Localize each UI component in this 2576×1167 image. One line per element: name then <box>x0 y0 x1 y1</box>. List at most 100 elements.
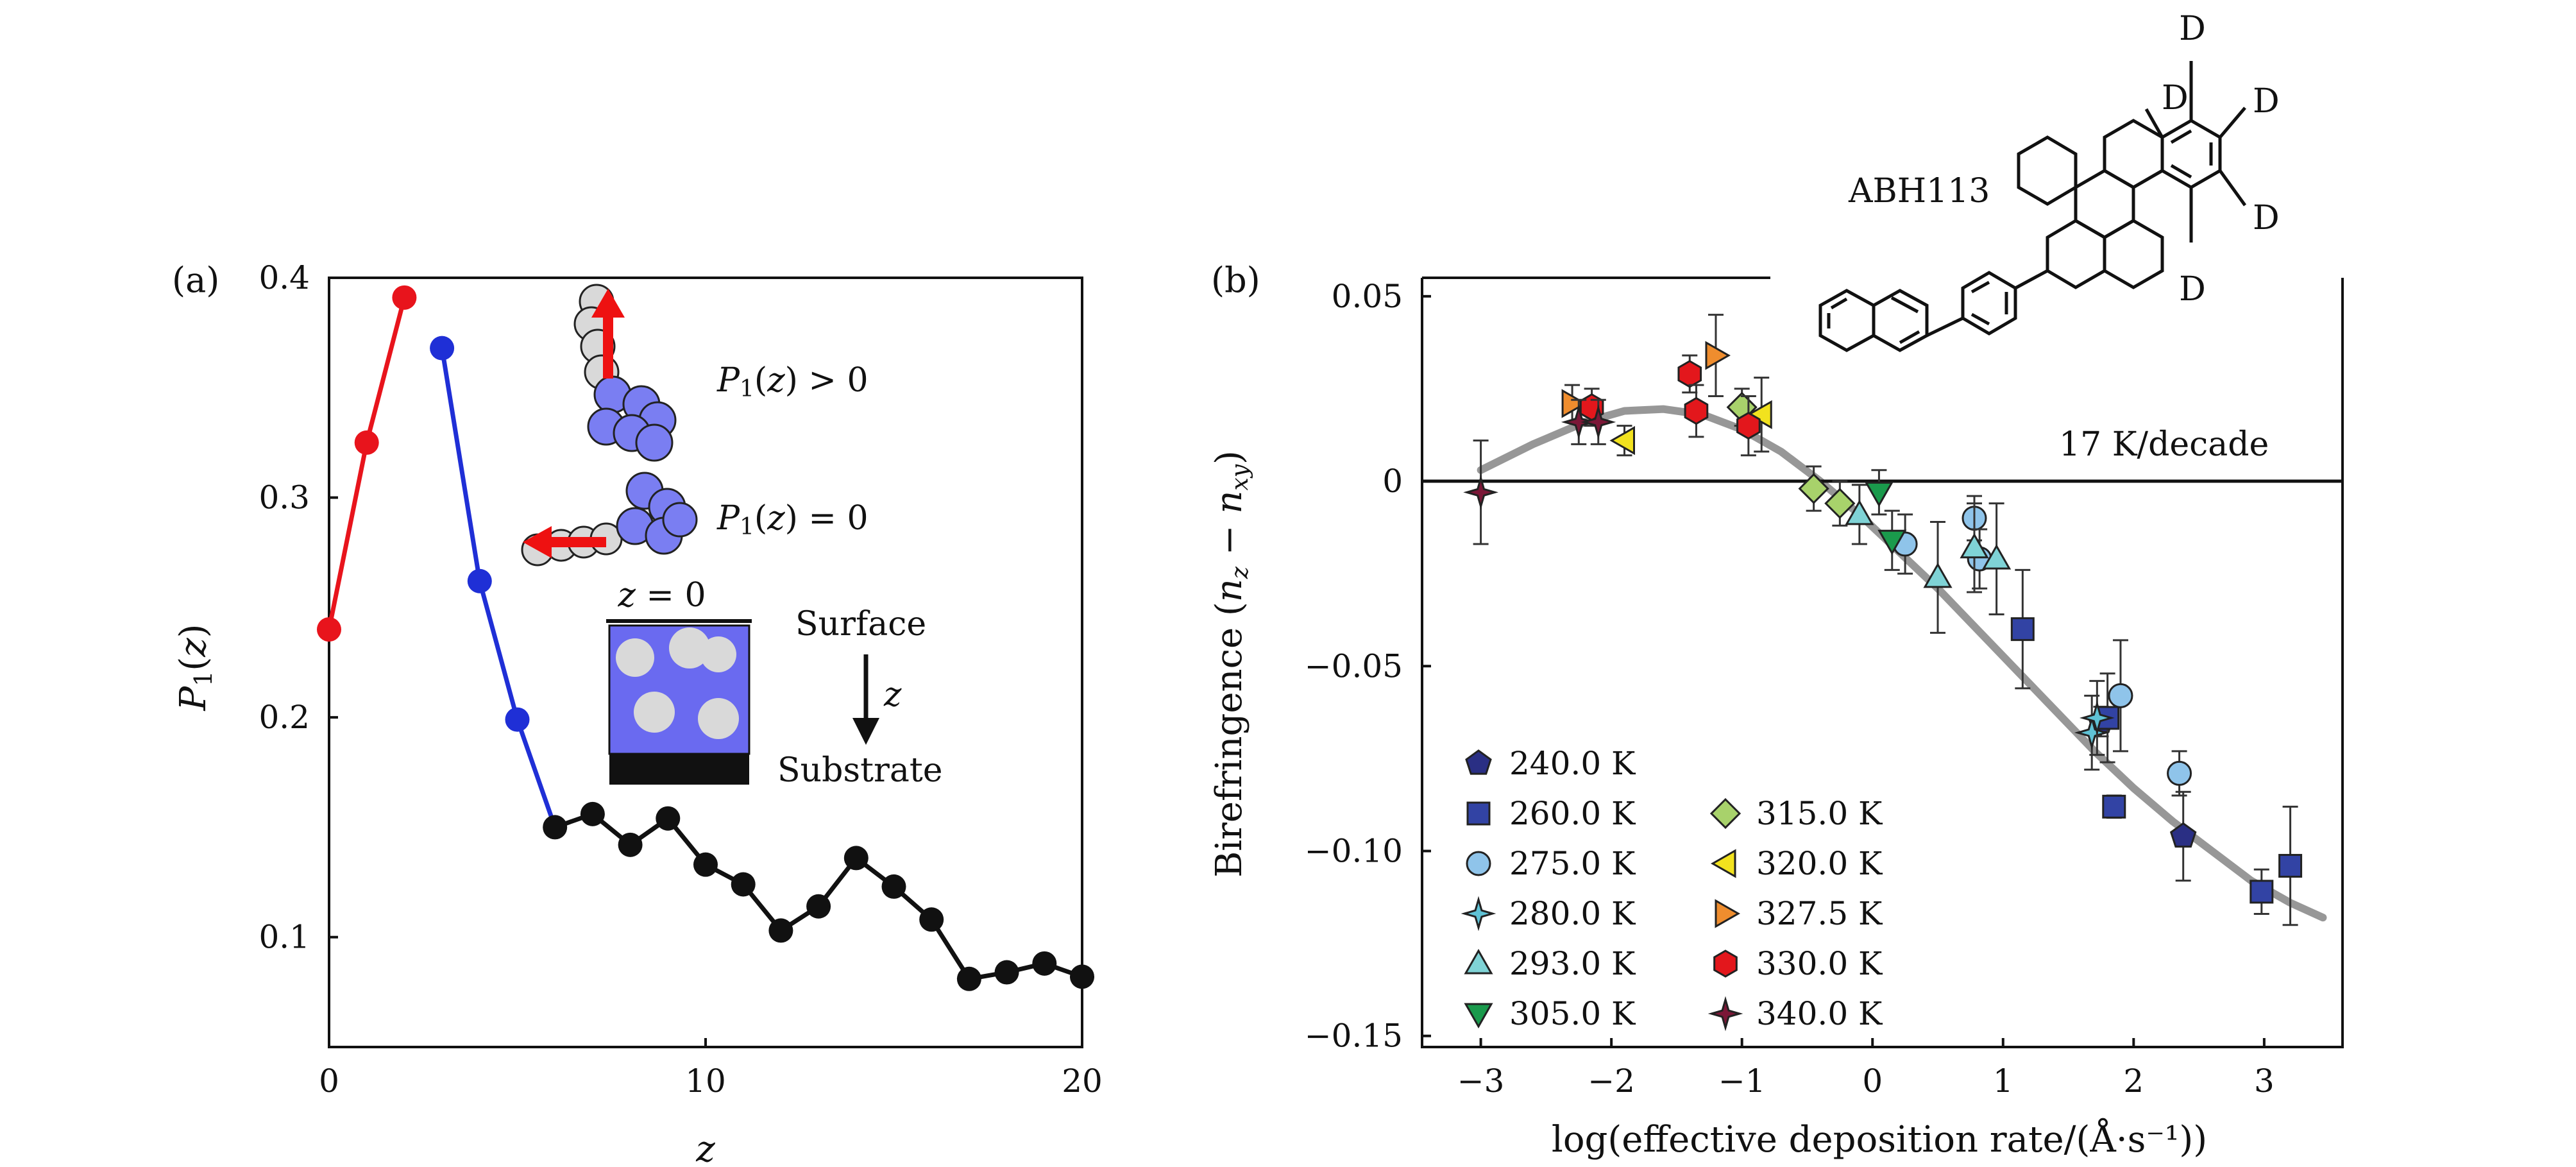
legend-label: 275.0 K <box>1509 845 1636 882</box>
annotation-p-positive: P1(z) > 0 <box>716 361 869 402</box>
b-ytick-label: 0.05 <box>1332 278 1403 315</box>
b-xtick-label: 0 <box>1862 1062 1883 1100</box>
legend-label: 315.0 K <box>1756 795 1883 832</box>
a-point-black <box>1070 964 1094 989</box>
panel-b-legend: 240.0 K 260.0 K 275.0 K 280.0 K 293.0 K 305.0… <box>1461 745 1883 1032</box>
point-340-0-K <box>1561 404 1597 440</box>
panel-a-ylabel: P1(z) <box>173 624 217 711</box>
deuterium-label-1: D <box>2162 79 2189 117</box>
point-330-0-K <box>1677 360 1702 388</box>
point-340-0-K <box>1580 404 1616 440</box>
deuterium-label-5: D <box>2179 270 2206 309</box>
a-point-black <box>731 872 756 897</box>
legend-label: 340.0 K <box>1756 995 1883 1032</box>
point-293-0-K <box>1982 544 2012 570</box>
legend-marker-260-0-K <box>1466 801 1491 826</box>
b-ytick-label: −0.15 <box>1305 1018 1403 1055</box>
b-ytick-label: 0 <box>1382 463 1403 500</box>
legend-marker-305-0-K <box>1464 1003 1493 1029</box>
point-305-0-K <box>1864 481 1894 507</box>
inset-film-schematic: z = 0 <box>606 576 752 785</box>
a-ytick-label: 0.2 <box>258 699 310 736</box>
point-275-0-K <box>2167 760 2192 786</box>
panel-a-label: (a) <box>172 260 219 300</box>
a-point-black <box>768 918 793 943</box>
b-xtick-label: −1 <box>1718 1062 1766 1100</box>
panel-b-xlabel: log(effective deposition rate/(Å·s⁻¹)) <box>1552 1118 2207 1161</box>
inset-molecule-upright <box>573 284 677 462</box>
b-xtick-label: −2 <box>1588 1062 1635 1100</box>
point-315-0-K <box>1798 473 1829 504</box>
deuterium-label-3: D <box>2253 82 2280 121</box>
panel-a: (a) 0 10 20 0.1 0.2 0.3 0.4 z P1(z) P1(z) > 0 <box>172 259 1103 1167</box>
point-293-0-K <box>1923 562 1953 588</box>
deuterium-label-2: D <box>2179 10 2206 48</box>
legend-label: 260.0 K <box>1509 795 1636 832</box>
legend-label: 240.0 K <box>1509 745 1636 782</box>
panel-b-ylabel: Birefringence (nz − nxy) <box>1208 450 1253 878</box>
a-point-black <box>543 815 568 840</box>
inset-molecule-flat <box>521 472 698 566</box>
b-ytick-label: −0.10 <box>1305 832 1403 869</box>
point-293-0-K <box>1845 499 1874 525</box>
a-point-blue <box>505 707 530 732</box>
a-point-black <box>919 907 944 932</box>
panel-b-label: (b) <box>1211 260 1260 300</box>
a-point-black <box>843 846 869 871</box>
legend-marker-320-0-K <box>1710 849 1736 878</box>
panel-a-xlabel: z <box>695 1129 715 1167</box>
legend-marker-240-0-K <box>1465 749 1492 775</box>
annotation-p-zero: P1(z) = 0 <box>716 499 869 540</box>
legend-marker-327-5-K <box>1715 899 1741 928</box>
point-327-5-K <box>1705 341 1731 370</box>
point-275-0-K <box>2108 683 2133 708</box>
b-ytick-label: −0.05 <box>1305 647 1403 685</box>
point-315-0-K <box>1824 488 1856 519</box>
b-xtick-label: −3 <box>1457 1062 1505 1100</box>
annotation-surface: Surface <box>795 605 926 643</box>
a-ytick-label: 0.4 <box>258 259 310 296</box>
a-xtick-label: 20 <box>1062 1062 1103 1100</box>
legend-marker-275-0-K <box>1466 851 1491 876</box>
panel-b: (b) −3 −2 −1 0 1 2 3 0.05 0 −0.05 −0.10 −0.15 17 K/… <box>1208 10 2344 1161</box>
a-line-red <box>326 296 407 630</box>
a-point-black <box>618 832 643 857</box>
panel-b-fit <box>1477 405 2327 922</box>
point-340-0-K <box>1463 474 1498 510</box>
a-point-red <box>354 430 379 455</box>
a-point-black <box>656 806 681 831</box>
legend-label: 330.0 K <box>1756 945 1883 982</box>
point-260-0-K <box>2102 794 2126 819</box>
legend-marker-315-0-K <box>1709 797 1741 830</box>
b-xtick-label: 1 <box>1993 1062 2013 1100</box>
a-point-black <box>693 852 718 877</box>
legend-label: 327.5 K <box>1756 895 1883 932</box>
a-ytick-label: 0.1 <box>258 919 310 956</box>
panel-a-series <box>317 285 1094 991</box>
deuterium-label-4: D <box>2253 199 2280 237</box>
a-point-black <box>881 874 906 899</box>
b-xtick-label: 2 <box>2123 1062 2144 1100</box>
b-xtick-label: 3 <box>2254 1062 2275 1100</box>
a-point-black <box>580 801 605 826</box>
point-240-0-K <box>2169 822 2197 848</box>
point-330-0-K <box>1684 396 1709 425</box>
legend-label: 305.0 K <box>1509 995 1636 1032</box>
panel-b-series <box>1463 314 2303 926</box>
legend-marker-280-0-K <box>1461 896 1496 932</box>
legend-marker-293-0-K <box>1464 948 1493 975</box>
fit-annotation: 17 K/decade <box>2059 425 2269 464</box>
point-330-0-K <box>1736 411 1761 440</box>
point-305-0-K <box>1877 529 1907 556</box>
a-point-black <box>956 966 981 991</box>
legend-label: 293.0 K <box>1509 945 1636 982</box>
point-320-0-K <box>1609 426 1635 456</box>
panel-b-ticks: −3 −2 −1 0 1 2 3 0.05 0 −0.05 −0.10 −0.15 <box>1305 278 2275 1100</box>
a-ytick-label: 0.3 <box>258 479 310 516</box>
a-xtick-label: 10 <box>685 1062 726 1100</box>
a-point-black <box>806 894 831 919</box>
molecule-structure <box>1818 61 2247 352</box>
point-260-0-K <box>2278 854 2303 878</box>
a-line-blue <box>439 348 557 828</box>
